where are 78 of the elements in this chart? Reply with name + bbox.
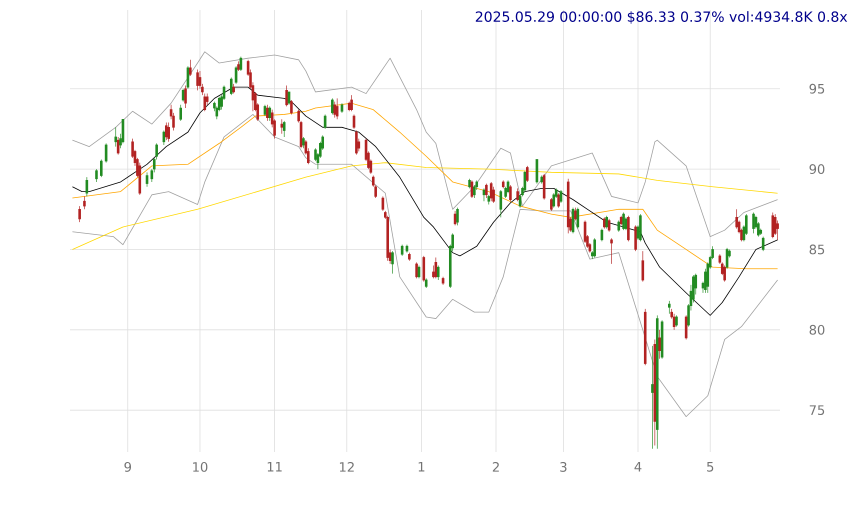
candlestick — [418, 265, 420, 279]
candlestick — [651, 346, 654, 450]
x-tick-label: 1 — [418, 462, 424, 472]
x-tick-label: 2 — [492, 462, 499, 472]
candlestick — [264, 104, 266, 116]
candlestick — [406, 244, 408, 254]
candlestick — [122, 118, 124, 144]
y-tick-label: 85 — [810, 244, 824, 254]
candlestick — [189, 59, 192, 76]
candlestick — [442, 276, 444, 286]
candlestick — [540, 175, 544, 184]
candlestick — [333, 101, 336, 118]
candlestick — [352, 114, 356, 130]
candlestick — [624, 216, 628, 231]
candlestick — [288, 92, 290, 106]
candlestick — [468, 178, 471, 189]
candlestick — [95, 168, 98, 182]
candlestick — [509, 184, 512, 202]
candlestick — [78, 206, 81, 222]
candlestick — [574, 207, 577, 221]
x-tick-label: 4 — [634, 462, 642, 472]
candlestick — [482, 188, 486, 202]
candlestick — [164, 122, 168, 141]
candlestick — [572, 207, 574, 234]
candlestick — [232, 84, 235, 94]
candlestick — [675, 315, 678, 327]
candlestick — [302, 136, 305, 149]
candlestick — [167, 122, 170, 142]
candlestick — [560, 190, 562, 204]
chart-title: 2025.05.29 00:00:00 $86.33 0.37% vol:4934.8K 0.8x — [476, 11, 848, 24]
candlestick — [268, 106, 272, 122]
line-series — [72, 114, 778, 418]
candlestick — [350, 94, 353, 112]
y-tick-label: 95 — [810, 84, 824, 94]
candlestick — [83, 196, 86, 210]
candlestick — [424, 278, 428, 288]
candlestick — [179, 104, 182, 122]
candlestick — [184, 85, 187, 108]
candlestick — [280, 118, 284, 134]
candlestick — [658, 329, 661, 360]
candlestick — [668, 300, 671, 314]
candlestick — [470, 180, 474, 198]
candlestick — [266, 104, 269, 122]
candlestick — [391, 250, 394, 274]
x-tick-label: 3 — [560, 462, 566, 472]
candlestick — [487, 194, 490, 205]
candlestick — [642, 250, 644, 282]
x-tick-label: 9 — [124, 462, 131, 472]
candlestick — [490, 182, 492, 202]
candlestick — [408, 252, 411, 262]
x-tick-label: 11 — [268, 462, 282, 472]
candlestick — [610, 238, 613, 264]
y-tick-label: 75 — [810, 405, 824, 416]
candlestick — [336, 98, 338, 120]
y-tick-label: 90 — [810, 164, 824, 174]
candlestick — [237, 61, 240, 72]
candlestick — [752, 212, 755, 234]
candlestick — [603, 216, 606, 229]
y-tick-label: 80 — [810, 324, 824, 335]
candlestick — [86, 176, 88, 197]
x-tick-label: 12 — [340, 462, 354, 472]
line-series — [72, 86, 778, 316]
candlestick — [492, 186, 495, 204]
candlestick — [340, 102, 344, 114]
line-series — [72, 162, 778, 250]
candlestick — [114, 126, 118, 147]
candlestick — [146, 172, 148, 188]
x-tick-label: 5 — [707, 462, 714, 472]
candlestick — [282, 120, 286, 138]
candlestick — [506, 180, 510, 194]
candlestick — [456, 207, 459, 226]
line-series — [72, 102, 778, 270]
candlestick — [290, 100, 293, 115]
candlestick — [502, 180, 505, 189]
candlestick — [605, 215, 608, 229]
candlestick — [608, 218, 610, 232]
line-series — [72, 51, 778, 238]
x-tick-label: 10 — [193, 462, 208, 472]
